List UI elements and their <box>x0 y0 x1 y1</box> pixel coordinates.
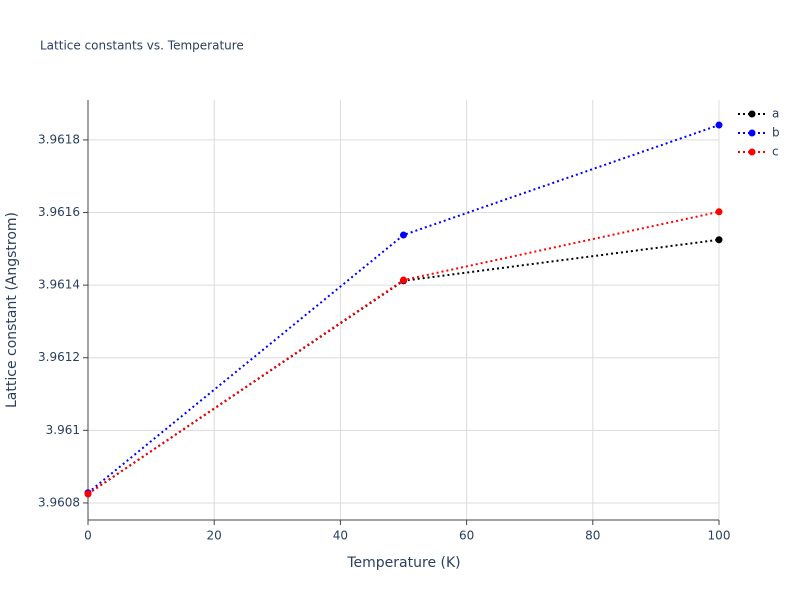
y-tick-label: 3.9608 <box>38 495 80 509</box>
data-point <box>715 236 723 244</box>
x-tick-label: 100 <box>708 529 731 543</box>
y-tick-label: 3.9618 <box>38 132 80 146</box>
legend-marker <box>748 129 756 137</box>
data-point <box>400 276 407 284</box>
y-axis-title: Lattice constant (Angstrom) <box>4 212 20 408</box>
x-tick-label: 60 <box>459 529 474 543</box>
x-tick-label: 20 <box>207 529 222 543</box>
y-tick-label: 3.9612 <box>38 350 80 364</box>
x-tick-label: 0 <box>84 529 92 543</box>
series-line <box>87 124 720 494</box>
y-tick-label: 3.9614 <box>38 278 80 292</box>
series-line <box>87 210 720 495</box>
legend-label: b <box>772 126 780 140</box>
chart-title: Lattice constants vs. Temperature <box>40 39 244 53</box>
legend-label: a <box>772 107 779 121</box>
legend-marker <box>748 148 756 156</box>
x-tick-label: 40 <box>333 529 348 543</box>
legend-marker <box>748 110 756 118</box>
x-axis-title: Temperature (K) <box>346 555 460 571</box>
x-tick-label: 80 <box>585 529 600 543</box>
y-tick-label: 3.9616 <box>38 205 80 219</box>
y-tick-label: 3.961 <box>46 423 80 437</box>
data-point <box>400 231 407 239</box>
legend-label: c <box>772 145 779 159</box>
data-point <box>715 121 723 129</box>
data-point <box>84 490 92 498</box>
data-point <box>715 208 723 216</box>
